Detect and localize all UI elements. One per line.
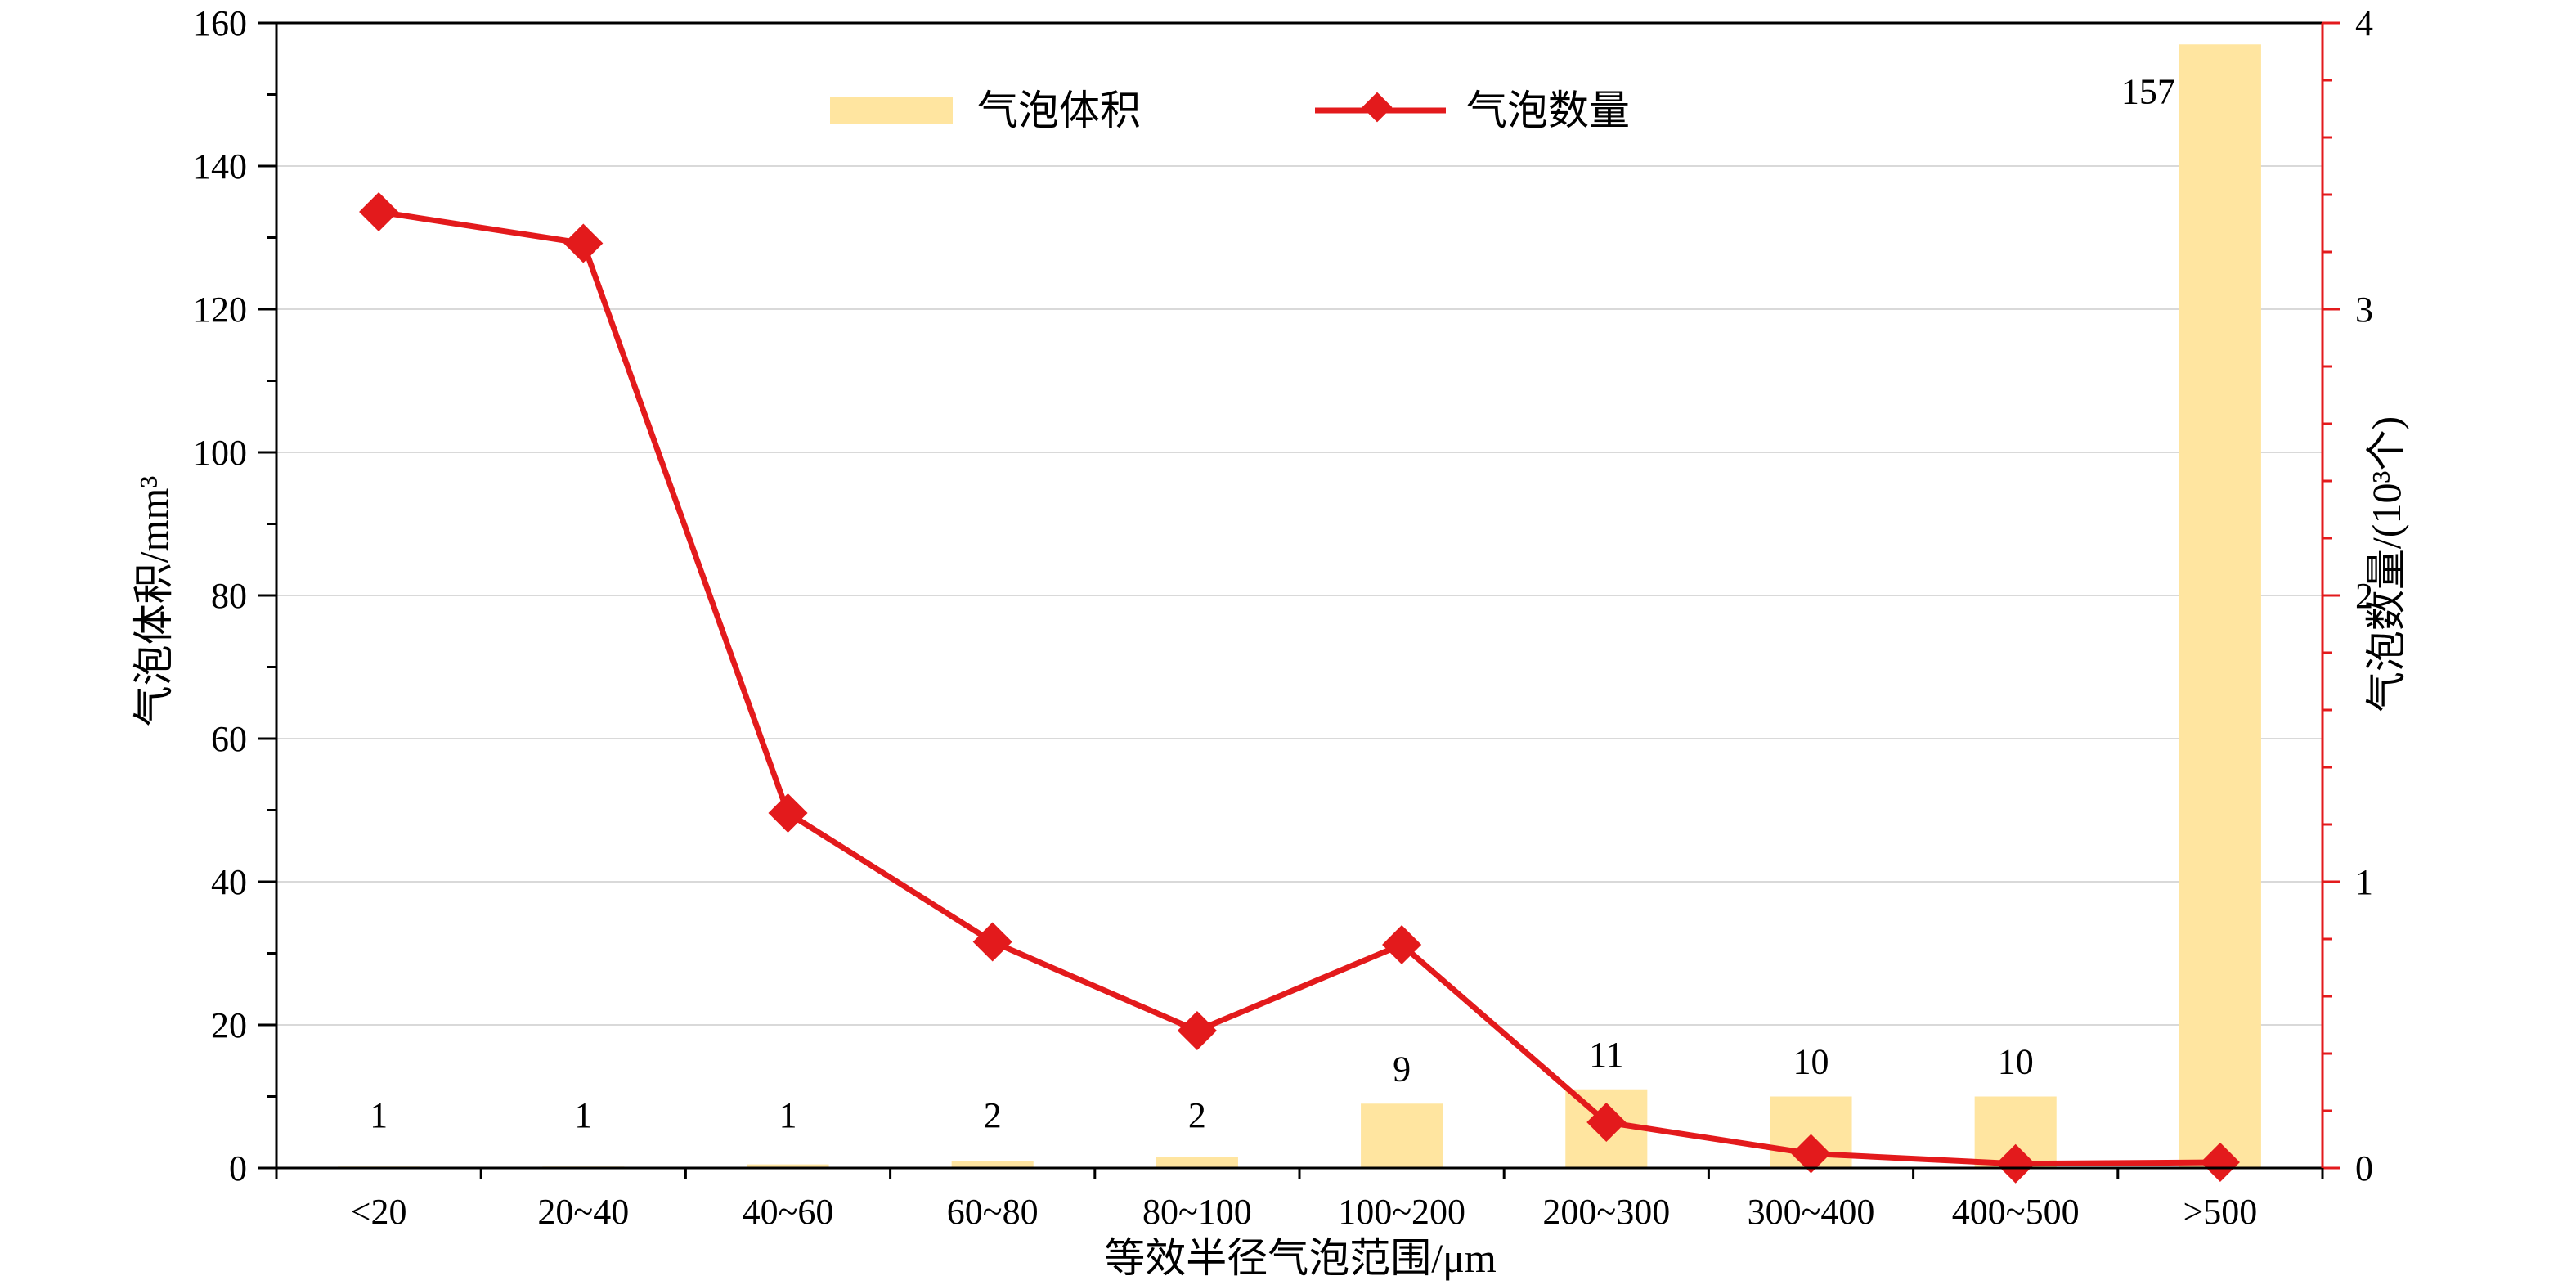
count-point-marker [2200,1142,2240,1183]
y-right-tick-label: 0 [2355,1148,2373,1188]
x-tick-label: 20~40 [537,1192,629,1232]
bar [2179,44,2261,1168]
count-line [378,209,2220,1167]
y-right-tick-label: 3 [2355,290,2373,330]
y-left-tick-label: 0 [229,1148,247,1188]
y-left-tick-label: 120 [193,290,247,330]
bar-data-label: 1 [370,1095,388,1135]
bar-data-label: 157 [2121,71,2175,111]
bar-data-label: 1 [574,1095,592,1135]
y-axis-title-right: 气泡数量/(10³个) [2363,416,2409,712]
x-tick-label: 200~300 [1542,1192,1670,1232]
bar-data-label: 2 [984,1095,1002,1135]
x-axis-title: 等效半径气泡范围/μm [1104,1235,1497,1281]
bars [338,44,2261,1168]
y-left-tick-label: 20 [211,1005,247,1045]
x-tick-label: 80~100 [1142,1192,1252,1232]
legend-diamond-marker [1362,92,1393,123]
bar [747,1164,829,1168]
bar [1361,1103,1443,1168]
count-point-marker [1791,1134,1831,1174]
y-left-tick-label: 160 [193,3,247,43]
count-point-marker [563,223,604,263]
bar-data-label: 10 [1793,1042,1829,1082]
legend-line-label: 气泡数量 [1466,88,1630,133]
y-left-tick-label: 100 [193,433,247,473]
line-layer [359,191,2240,1184]
legend-bar-label: 气泡体积 [977,88,1141,133]
y-axis-title-left: 气泡体积/mm³ [131,476,177,727]
x-tick-label: 60~80 [947,1192,1039,1232]
bar-data-label: 1 [779,1095,797,1135]
count-point-marker [768,793,808,833]
y-left-tick-label: 60 [211,719,247,759]
x-tick-label: >500 [2183,1192,2257,1232]
bar [1156,1157,1238,1168]
y-left-tick-label: 140 [193,146,247,186]
count-point-marker [972,922,1012,962]
bar-data-label: 9 [1393,1049,1411,1089]
bar [951,1161,1034,1168]
grid [276,22,2322,1026]
x-tick-label: 400~500 [1952,1192,2080,1232]
count-point-marker [359,191,399,232]
ticks: 0 20 40 60 80 100 120 140 160 0 1 2 3 4 <20 20~40 40~60 6… [193,3,2373,1232]
x-tick-label: <20 [351,1192,407,1232]
count-point-marker [1995,1143,2035,1184]
y-left-tick-label: 80 [211,576,247,616]
y-right-tick-label: 4 [2355,3,2373,43]
bar-data-label: 2 [1188,1095,1206,1135]
y-left-tick-label: 40 [211,862,247,902]
legend-bar-swatch [830,97,953,124]
bar-data-label: 10 [1998,1042,2034,1082]
x-tick-label: 100~200 [1338,1192,1465,1232]
legend: 气泡体积 气泡数量 [830,88,1630,133]
y-right-tick-label: 2 [2355,576,2373,616]
count-point-marker [1177,1010,1217,1051]
bar-data-label: 11 [1589,1035,1623,1075]
x-tick-label: 40~60 [743,1192,834,1232]
y-right-tick-label: 1 [2355,862,2373,902]
x-tick-label: 300~400 [1748,1192,1875,1232]
